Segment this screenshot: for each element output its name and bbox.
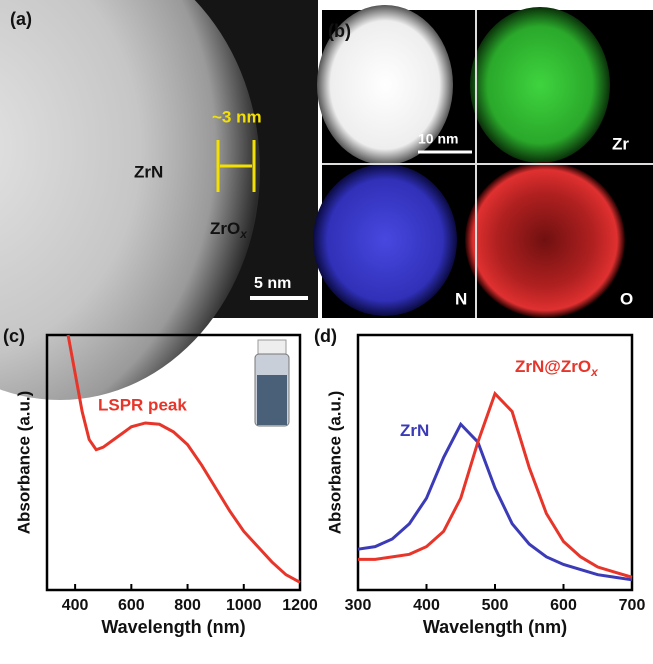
x-tick-label: 1200 xyxy=(282,597,318,614)
panel-b: (b) 10 nm Zr N O xyxy=(313,5,653,318)
particle xyxy=(0,0,260,400)
x-tick-label: 700 xyxy=(619,597,646,614)
map xyxy=(465,162,625,318)
x-axis-label: Wavelength (nm) xyxy=(423,617,567,637)
map-label: Zr xyxy=(612,134,629,153)
map xyxy=(313,164,457,316)
map-label: O xyxy=(620,289,633,308)
series-subscript: x xyxy=(590,365,599,379)
x-tick-label: 500 xyxy=(482,597,509,614)
x-tick-label: 1000 xyxy=(226,597,262,614)
series-name: ZrN xyxy=(400,421,429,440)
x-tick-label: 400 xyxy=(413,597,440,614)
vial xyxy=(255,340,289,426)
annotation: ~3 nm xyxy=(212,107,262,126)
x-tick-label: 800 xyxy=(174,597,201,614)
x-tick-label: 600 xyxy=(550,597,577,614)
panel-label: (c) xyxy=(3,326,25,346)
x-axis-label: Wavelength (nm) xyxy=(101,617,245,637)
map-label: N xyxy=(455,289,467,308)
annotation: LSPR peak xyxy=(98,395,187,414)
x-tick-label: 400 xyxy=(62,597,89,614)
scalebar-label: 10 nm xyxy=(418,131,458,147)
x-tick-label: 300 xyxy=(345,597,372,614)
series-name: ZrN@ZrO xyxy=(515,357,591,376)
y-axis-label: Absorbance (a.u.) xyxy=(14,391,33,535)
map xyxy=(470,7,610,163)
panel-label: (d) xyxy=(314,326,337,346)
scalebar-label: 5 nm xyxy=(254,275,291,292)
series-label: ZrN@ZrOx xyxy=(515,357,599,379)
y-axis-label: Absorbance (a.u.) xyxy=(325,391,344,535)
series-label: ZrN xyxy=(400,421,429,440)
annotation: ZrN xyxy=(134,162,163,181)
x-tick-label: 600 xyxy=(118,597,145,614)
figure: (a) ~3 nm ZrN Zr Ox 5 nm (b) 10 nm Zr N O… xyxy=(0,0,653,659)
panel-label: (b) xyxy=(328,21,351,41)
panel-label: (a) xyxy=(10,9,32,29)
